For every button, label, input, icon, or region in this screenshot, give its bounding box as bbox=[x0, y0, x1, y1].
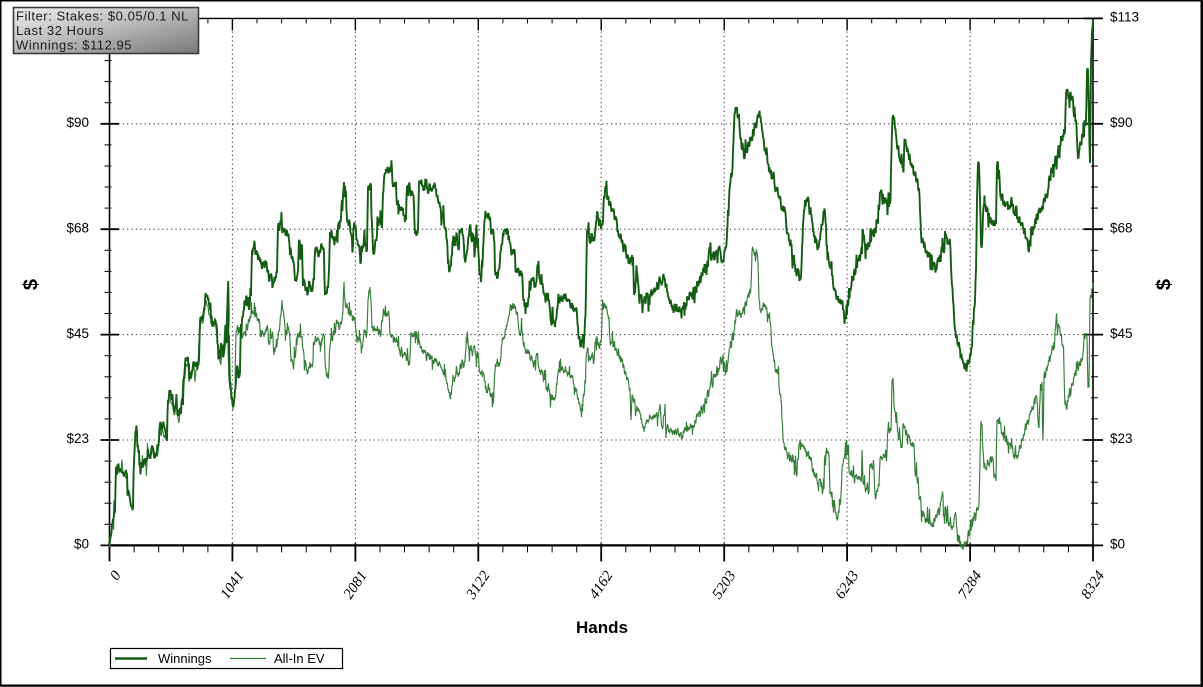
svg-text:$90: $90 bbox=[1110, 115, 1133, 130]
svg-text:$45: $45 bbox=[66, 326, 89, 341]
svg-text:Last 32 Hours: Last 32 Hours bbox=[16, 23, 104, 38]
svg-text:Filter: Stakes: $0.05/0.1 NL: Filter: Stakes: $0.05/0.1 NL bbox=[16, 9, 189, 24]
svg-text:$23: $23 bbox=[1110, 431, 1133, 446]
svg-text:$23: $23 bbox=[66, 431, 89, 446]
svg-text:$0: $0 bbox=[74, 537, 89, 552]
svg-text:$0: $0 bbox=[1110, 537, 1125, 552]
svg-text:$113: $113 bbox=[1110, 10, 1139, 25]
svg-text:$45: $45 bbox=[1110, 326, 1133, 341]
svg-text:$: $ bbox=[21, 279, 43, 290]
svg-text:Winnings: $112.95: Winnings: $112.95 bbox=[16, 38, 132, 53]
svg-text:All-In EV: All-In EV bbox=[274, 651, 325, 666]
svg-text:$68: $68 bbox=[66, 220, 89, 235]
svg-text:Hands: Hands bbox=[576, 618, 628, 637]
svg-text:$: $ bbox=[1154, 279, 1176, 290]
svg-text:$90: $90 bbox=[66, 115, 89, 130]
svg-text:Winnings: Winnings bbox=[158, 651, 212, 666]
svg-text:$68: $68 bbox=[1110, 220, 1133, 235]
